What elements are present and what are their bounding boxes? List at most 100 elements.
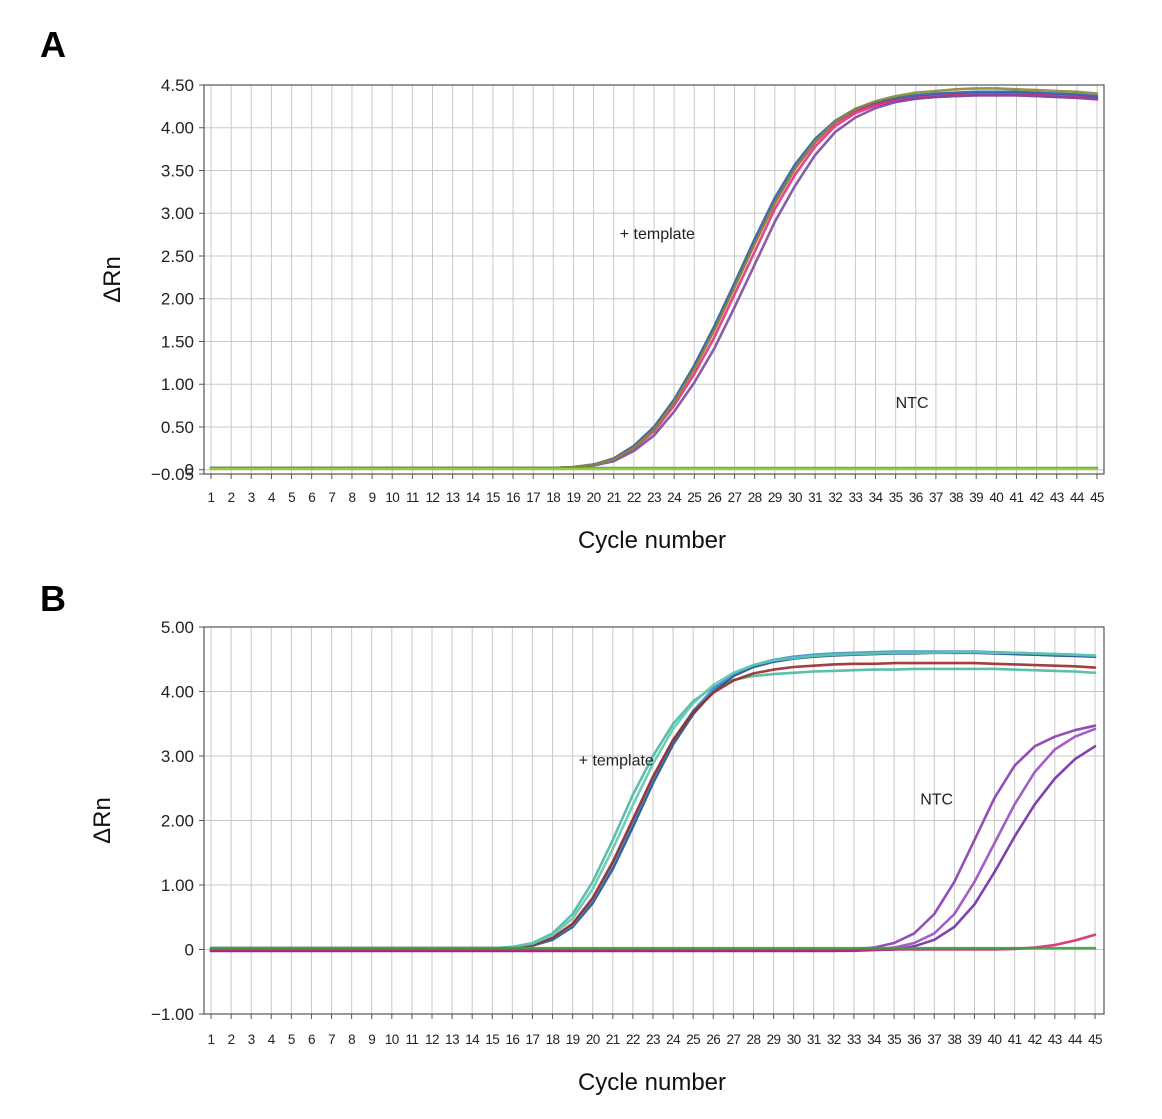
- panel-b-x-tick-label: 32: [827, 1032, 841, 1047]
- panel-a-x-tick-label: 43: [1050, 490, 1064, 505]
- panel-a-annotation-2: NTC: [896, 395, 929, 412]
- panel-b-x-tick-label: 8: [348, 1032, 355, 1047]
- panel-a-x-tick-label: 7: [328, 490, 335, 505]
- panel-a-x-tick-label: 23: [647, 490, 661, 505]
- panel-b-x-tick-label: 3: [248, 1032, 255, 1047]
- panel-b-x-tick-label: 44: [1068, 1032, 1083, 1047]
- panel-a-y-tick-label: −0.05: [151, 465, 194, 484]
- panel-a-x-tick-label: 36: [909, 490, 923, 505]
- panel-b-x-tick-label: 31: [807, 1032, 821, 1047]
- panel-b-annotation-2: NTC: [920, 791, 953, 808]
- panel-a-x-tick-label: 19: [567, 490, 581, 505]
- panel-a-y-tick-label: 3.00: [161, 204, 194, 223]
- panel-b-x-tick-label: 21: [606, 1032, 620, 1047]
- panel-a-x-tick-label: 26: [707, 490, 721, 505]
- panel-a-y-tick-label: 3.50: [161, 161, 194, 180]
- panel-a-x-tick-label: 41: [1010, 490, 1024, 505]
- panel-a-x-tick-label: 33: [848, 490, 862, 505]
- panel-b-x-tick-label: 16: [505, 1032, 519, 1047]
- panel-a-x-tick-label: 18: [546, 490, 560, 505]
- panel-b-x-tick-label: 28: [747, 1032, 761, 1047]
- panel-a-x-tick-label: 10: [385, 490, 399, 505]
- panel-a-x-tick-label: 44: [1070, 490, 1085, 505]
- panel-b-x-tick-label: 39: [968, 1032, 982, 1047]
- panel-a-y-tick-label: 0.50: [161, 418, 194, 437]
- panel-b-x-tick-label: 14: [465, 1032, 480, 1047]
- panel-b-x-axis-label: Cycle number: [578, 1069, 726, 1096]
- panel-a-x-tick-label: 38: [949, 490, 963, 505]
- panel-a-x-tick-label: 14: [466, 490, 481, 505]
- panel-a-x-tick-label: 27: [728, 490, 742, 505]
- panel-a-x-tick-label: 21: [607, 490, 621, 505]
- panel-a-x-tick-label: 3: [248, 490, 255, 505]
- panel-b-annotation-1: + template: [579, 753, 654, 770]
- panel-a-y-tick-label: 1.50: [161, 332, 194, 351]
- panel-a-x-tick-label: 12: [426, 490, 440, 505]
- panel-a-x-tick-label: 39: [969, 490, 983, 505]
- panel-a-x-tick-label: 32: [828, 490, 842, 505]
- panel-b-x-tick-label: 26: [706, 1032, 720, 1047]
- panel-b-y-tick-label: −1.00: [151, 1005, 194, 1024]
- panel-b-x-tick-label: 27: [726, 1032, 740, 1047]
- panel-a-x-tick-label: 40: [989, 490, 1003, 505]
- panel-b-y-tick-label: 0: [185, 941, 194, 960]
- panel-a-x-tick-label: 45: [1090, 490, 1104, 505]
- panel-a-y-tick-label: 2.00: [161, 290, 194, 309]
- panel-a-x-tick-label: 28: [748, 490, 762, 505]
- panel-a-x-tick-label: 35: [889, 490, 903, 505]
- panel-a-x-tick-label: 25: [687, 490, 701, 505]
- panel-b-x-tick-label: 33: [847, 1032, 861, 1047]
- panel-b-x-tick-label: 19: [566, 1032, 580, 1047]
- panel-a-x-tick-label: 29: [768, 490, 782, 505]
- panel-b-x-tick-label: 41: [1008, 1032, 1022, 1047]
- panel-a-x-tick-label: 5: [288, 490, 295, 505]
- panel-b-x-tick-label: 12: [425, 1032, 439, 1047]
- panel-b-x-tick-label: 38: [947, 1032, 961, 1047]
- panel-a-y-tick-label: 0: [185, 461, 194, 480]
- panel-b-x-tick-label: 45: [1088, 1032, 1102, 1047]
- panel-b-x-tick-label: 29: [767, 1032, 781, 1047]
- panel-b-x-tick-label: 24: [666, 1032, 681, 1047]
- panel-b-y-tick-label: 4.00: [161, 683, 194, 702]
- panel-a-x-tick-label: 1: [208, 490, 215, 505]
- panel-a-x-tick-label: 4: [268, 490, 276, 505]
- panel-a-x-tick-label: 42: [1030, 490, 1044, 505]
- panel-b-x-tick-label: 11: [405, 1032, 418, 1047]
- panel-b-x-tick-label: 35: [887, 1032, 901, 1047]
- panel-a-y-tick-label: 4.00: [161, 119, 194, 138]
- panel-b-x-tick-label: 37: [927, 1032, 941, 1047]
- panel-a-x-tick-label: 6: [308, 490, 315, 505]
- panel-b-x-tick-label: 23: [646, 1032, 660, 1047]
- panel-a-x-tick-label: 16: [506, 490, 520, 505]
- panel-b-x-tick-label: 6: [308, 1032, 315, 1047]
- panel-a-annotation-1: + template: [620, 226, 695, 243]
- panel-b-x-tick-label: 17: [526, 1032, 540, 1047]
- panel-a-x-tick-label: 17: [526, 490, 540, 505]
- panel-b-y-tick-label: 1.00: [161, 876, 194, 895]
- panel-a-x-tick-label: 20: [587, 490, 601, 505]
- panel-a-y-tick-label: 1.00: [161, 375, 194, 394]
- panel-b-x-tick-label: 42: [1028, 1032, 1042, 1047]
- panel-label-b: B: [40, 578, 66, 619]
- panel-a-x-tick-label: 31: [808, 490, 822, 505]
- panel-a-x-tick-label: 34: [869, 490, 884, 505]
- panel-b-x-tick-label: 13: [445, 1032, 459, 1047]
- panel-b-x-tick-label: 10: [385, 1032, 399, 1047]
- panel-a-y-axis-label: ΔRn: [99, 256, 126, 303]
- panel-a-x-tick-label: 15: [486, 490, 500, 505]
- panel-a-x-tick-label: 13: [446, 490, 460, 505]
- panel-b-x-tick-label: 9: [368, 1032, 375, 1047]
- panel-b-y-tick-label: 3.00: [161, 747, 194, 766]
- panel-a-y-tick-label: 2.50: [161, 247, 194, 266]
- panel-a-y-tick-label: 4.50: [161, 76, 194, 95]
- panel-b-x-tick-label: 7: [328, 1032, 335, 1047]
- panel-b-x-tick-label: 2: [228, 1032, 235, 1047]
- panel-a-chart: −0.050 0.50 1.00 1.50 2.00 2.50 3.00 3.50 4.00 4.…: [99, 76, 1105, 554]
- panel-b-x-tick-label: 40: [988, 1032, 1002, 1047]
- panel-a-x-tick-label: 11: [406, 490, 419, 505]
- panel-a-x-tick-label: 2: [228, 490, 235, 505]
- panel-b-x-tick-label: 5: [288, 1032, 295, 1047]
- panel-a-x-tick-label: 22: [627, 490, 641, 505]
- panel-b-x-tick-label: 1: [208, 1032, 215, 1047]
